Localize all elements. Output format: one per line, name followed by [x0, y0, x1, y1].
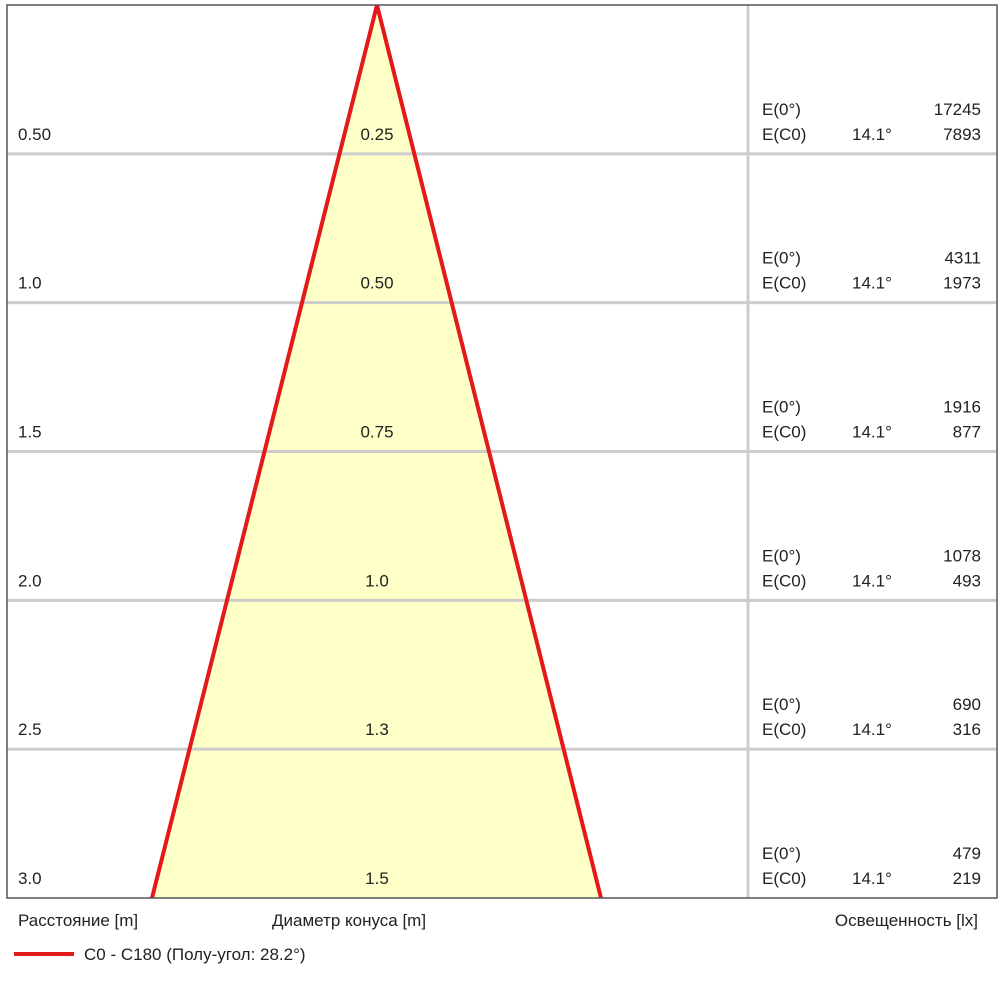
- ec0-label: E(C0): [762, 423, 806, 442]
- e0-label: E(0°): [762, 249, 801, 268]
- distance: 0.50: [18, 125, 51, 144]
- frame: [6, 4, 998, 899]
- ec0-label: E(C0): [762, 869, 806, 888]
- ec0-angle: 14.1°: [852, 125, 892, 144]
- e0-label: E(0°): [762, 546, 801, 565]
- e0-value: 4311: [944, 249, 981, 268]
- diameter: 1.3: [365, 720, 389, 739]
- diameter: 0.50: [360, 274, 393, 293]
- diameter: 0.25: [360, 125, 393, 144]
- e0-value: 690: [953, 695, 981, 714]
- ec0-value: 1973: [943, 274, 981, 293]
- grid: [7, 5, 997, 898]
- rows: 0.50 0.25 E(0°) 17245 E(C0) 14.1° 7893 1.0 0.50 E…: [18, 100, 981, 888]
- ec0-label: E(C0): [762, 571, 806, 590]
- distance: 1.0: [18, 274, 42, 293]
- e0-label: E(0°): [762, 398, 801, 417]
- distance: 2.0: [18, 571, 42, 590]
- e0-label: E(0°): [762, 695, 801, 714]
- ec0-value: 316: [953, 720, 981, 739]
- ec0-angle: 14.1°: [852, 869, 892, 888]
- e0-value: 1916: [943, 398, 981, 417]
- e0-label: E(0°): [762, 844, 801, 863]
- e0-value: 17245: [934, 100, 981, 119]
- ec0-label: E(C0): [762, 720, 806, 739]
- ec0-value: 493: [953, 571, 981, 590]
- distance: 3.0: [18, 869, 42, 888]
- ec0-angle: 14.1°: [852, 571, 892, 590]
- distance: 1.5: [18, 423, 42, 442]
- diameter: 0.75: [360, 423, 393, 442]
- legend-label: C0 - C180 (Полу-угол: 28.2°): [84, 945, 306, 964]
- e0-label: E(0°): [762, 100, 801, 119]
- ec0-angle: 14.1°: [852, 274, 892, 293]
- diameter-axis-label: Диаметр конуса [m]: [272, 911, 426, 930]
- ec0-angle: 14.1°: [852, 423, 892, 442]
- ec0-label: E(C0): [762, 125, 806, 144]
- e0-value: 479: [953, 844, 981, 863]
- ec0-label: E(C0): [762, 274, 806, 293]
- ec0-value: 219: [953, 869, 981, 888]
- ec0-value: 7893: [943, 125, 981, 144]
- e0-value: 1078: [943, 546, 981, 565]
- diameter: 1.5: [365, 869, 389, 888]
- ec0-value: 877: [953, 423, 981, 442]
- illuminance-axis-label: Освещенность [lx]: [835, 911, 978, 930]
- diameter: 1.0: [365, 571, 389, 590]
- ec0-angle: 14.1°: [852, 720, 892, 739]
- distance-axis-label: Расстояние [m]: [18, 911, 138, 930]
- distance: 2.5: [18, 720, 42, 739]
